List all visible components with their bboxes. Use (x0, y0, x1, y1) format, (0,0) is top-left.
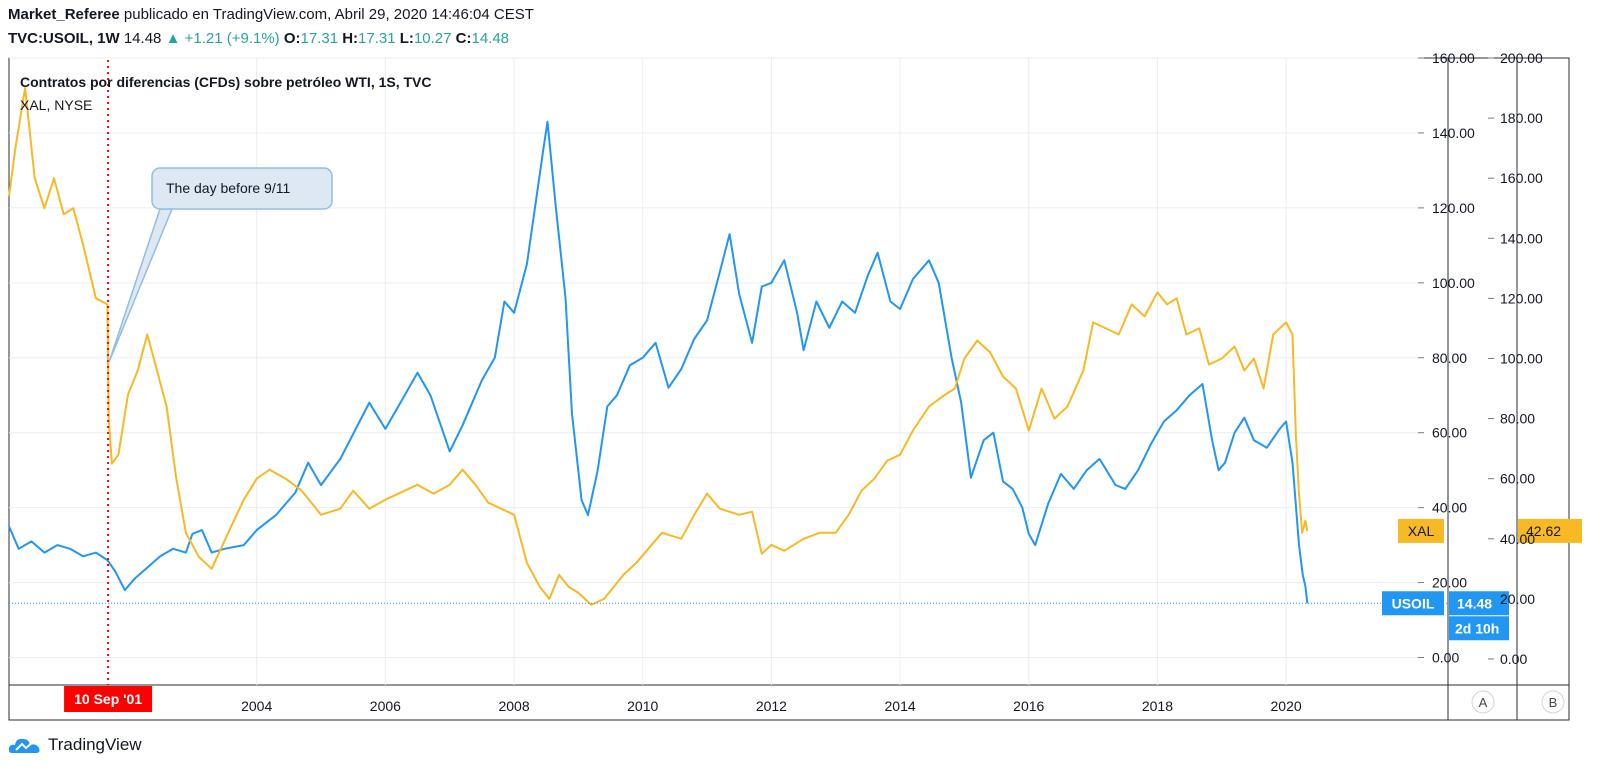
symbol-label: TVC:USOIL, 1W (8, 30, 120, 47)
axis-b-tick-label: 140.00 (1500, 230, 1543, 246)
chart-frame (8, 57, 1570, 721)
last-price: 14.48 (123, 30, 162, 47)
time-tick-2018: 2018 (1142, 698, 1173, 714)
publish-info: Market_Referee publicado en TradingView.… (8, 6, 534, 23)
time-tick-2020: 2020 (1271, 698, 1302, 714)
axis-a-tick-label: 140.00 (1432, 125, 1475, 141)
open-label: O: (283, 30, 301, 47)
grid-lines (9, 57, 1418, 685)
xal-name-text: XAL (1408, 523, 1435, 539)
axis-a-tick-label: 40.00 (1432, 500, 1467, 516)
low-value: 10.27 (413, 30, 452, 47)
usoil-price-text: 14.48 (1457, 595, 1492, 611)
usoil-name-text: USOIL (1392, 595, 1435, 611)
callout-text: The day before 9/11 (166, 180, 290, 196)
price-axis-b[interactable]: 200.00 180.00 160.00 140.00 120.00 100.00 80.0… (1488, 50, 1543, 667)
time-tick-2014: 2014 (885, 698, 916, 714)
price-change: +1.21 (+9.1%) (184, 30, 280, 47)
xal-price-text: 42.62 (1526, 523, 1561, 539)
axis-b-tick-label: 120.00 (1500, 290, 1543, 306)
time-tick-2010: 2010 (627, 698, 658, 714)
tradingview-cloud-icon (8, 738, 40, 753)
brand-name: TradingView (48, 735, 142, 754)
chart-subtitle: XAL, NYSE (20, 97, 92, 113)
low-label: L: (399, 30, 414, 47)
axis-a-button-label: A (1479, 695, 1488, 710)
series-layer (8, 87, 1309, 606)
author-name[interactable]: Market_Referee (8, 6, 120, 23)
xal-price-label (1518, 518, 1582, 543)
high-label: H: (342, 30, 359, 47)
axis-a-button[interactable] (1471, 690, 1495, 714)
axis-b-button-label: B (1549, 695, 1558, 710)
axis-b-tick-label: 180.00 (1500, 110, 1543, 126)
price-axis-a[interactable]: 0.00 20.00 40.00 60.00 80.00 100.00 120.00 140.… (1418, 50, 1475, 666)
axis-a-tick-label: 60.00 (1432, 425, 1467, 441)
axis-b-tick-label: 160.00 (1500, 170, 1543, 186)
time-tick-2004: 2004 (241, 698, 272, 714)
series-line-xal[interactable] (8, 87, 1309, 606)
close-value: 14.48 (471, 30, 510, 47)
axis-a-tick-label: 80.00 (1432, 350, 1467, 366)
axis-b-tick-label: 80.00 (1500, 411, 1535, 427)
tradingview-logo[interactable]: TradingView (8, 735, 142, 755)
axis-a-tick-label: 0.00 (1432, 650, 1459, 666)
time-tick-2016: 2016 (1013, 698, 1044, 714)
usoil-name-label (1382, 591, 1444, 616)
close-label: C: (455, 30, 472, 47)
axis-a-tick-label: 100.00 (1432, 275, 1475, 291)
axis-b-tick-label: 100.00 (1500, 350, 1543, 366)
axis-b-button[interactable] (1541, 690, 1565, 714)
time-tick-2008: 2008 (498, 698, 529, 714)
callout-box[interactable] (151, 167, 333, 210)
time-axis[interactable]: 2004 2006 2008 2010 2012 2014 2016 2018 2020 (241, 698, 1302, 714)
axis-b-tick-label: 20.00 (1500, 591, 1535, 607)
ohlc-legend: TVC:USOIL, 1W 14.48 ▲ +1.21 (+9.1%) O:17… (8, 30, 509, 47)
overlay-layer: 10 Sep '01 The day before 9/11 XAL 42.62 USO… (9, 60, 1582, 714)
axis-a-tick-label: 20.00 (1432, 575, 1467, 591)
xal-name-label (1398, 518, 1444, 543)
axis-a-tick-label: 120.00 (1432, 200, 1475, 216)
axis-b-tick-label: 40.00 (1500, 531, 1535, 547)
event-date-label: 10 Sep '01 (74, 691, 142, 707)
usoil-countdown-text: 2d 10h (1455, 620, 1499, 636)
high-value: 17.31 (358, 30, 396, 47)
callout-pointer (108, 208, 174, 363)
series-line-usoil[interactable] (8, 120, 1309, 604)
publish-text: publicado en TradingView.com, Abril 29, … (123, 6, 534, 23)
time-tick-2012: 2012 (756, 698, 787, 714)
axis-b-tick-label: 0.00 (1500, 651, 1527, 667)
usoil-countdown-label (1449, 616, 1509, 641)
open-value: 17.31 (300, 30, 339, 47)
event-date-badge (64, 686, 153, 712)
axis-b-tick-label: 200.00 (1500, 50, 1543, 66)
time-tick-2006: 2006 (370, 698, 401, 714)
axis-b-tick-label: 60.00 (1500, 471, 1535, 487)
chart-title: Contratos por diferencias (CFDs) sobre p… (20, 74, 432, 90)
usoil-price-label (1449, 591, 1509, 616)
up-arrow-icon: ▲ (165, 30, 181, 47)
axis-a-tick-label: 160.00 (1432, 50, 1475, 66)
